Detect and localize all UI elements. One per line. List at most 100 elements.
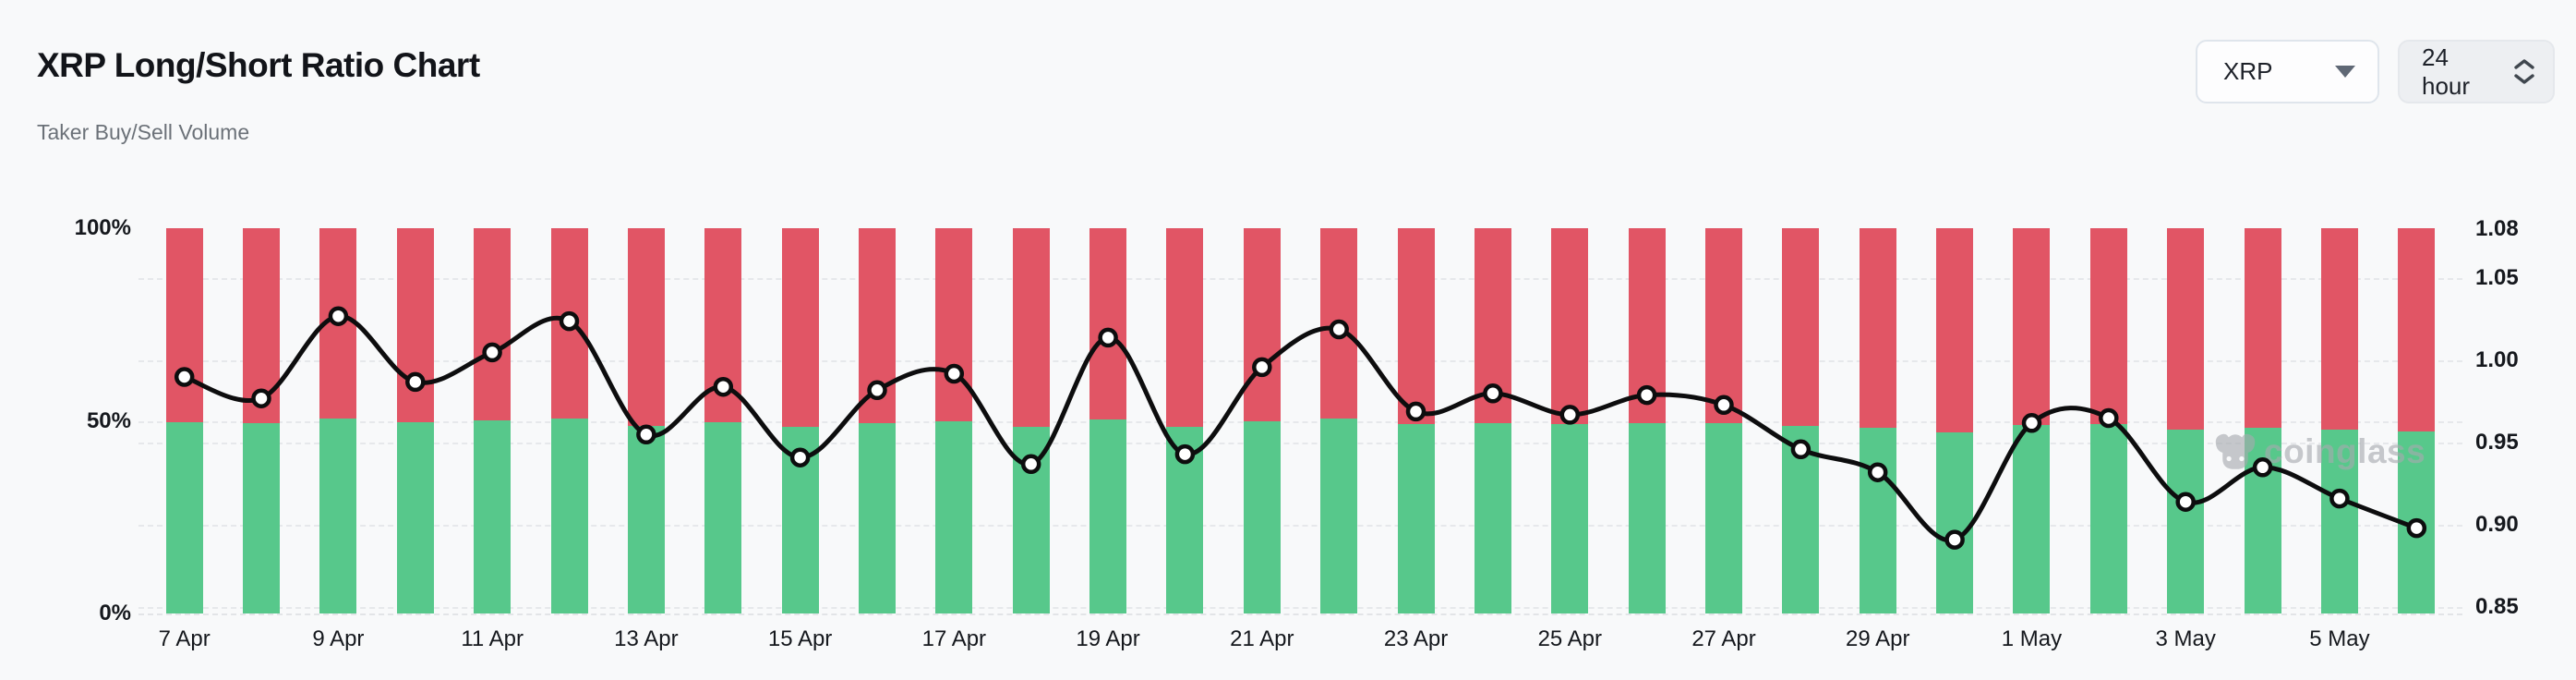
- interval-select[interactable]: 24 hour: [2398, 40, 2555, 103]
- x-axis-tick: 1 May: [2001, 626, 2063, 651]
- short-sell-segment: [1936, 228, 1974, 432]
- volume-bar-23-apr[interactable]: [1397, 228, 1435, 613]
- short-sell-segment: [1243, 228, 1281, 421]
- volume-bar-2-may[interactable]: [2089, 228, 2127, 613]
- volume-bar-17-apr[interactable]: [935, 228, 973, 613]
- x-axis-tick: 7 Apr: [158, 626, 211, 651]
- interval-select-value: 24 hour: [2422, 42, 2471, 100]
- long-buy-segment: [1936, 431, 1974, 613]
- x-axis-tick: 25 Apr: [1537, 626, 1602, 651]
- ratio-point-20-apr[interactable]: [1174, 443, 1196, 465]
- volume-bar-26-apr[interactable]: [1628, 228, 1666, 613]
- volume-bar-21-apr[interactable]: [1243, 228, 1281, 613]
- long-buy-segment: [1320, 419, 1358, 613]
- x-axis-tick: 27 Apr: [1691, 626, 1756, 651]
- short-sell-segment: [165, 228, 203, 422]
- volume-bar-13-apr[interactable]: [627, 228, 665, 613]
- ratio-point-17-apr[interactable]: [944, 363, 965, 384]
- long-buy-segment: [1859, 428, 1896, 613]
- long-buy-segment: [165, 421, 203, 613]
- long-buy-segment: [474, 420, 512, 613]
- short-sell-segment: [627, 228, 665, 426]
- ratio-point-19-apr[interactable]: [1098, 327, 1118, 348]
- short-sell-segment: [1397, 228, 1435, 424]
- ratio-point-4-may[interactable]: [2252, 457, 2273, 478]
- ratio-point-1-may[interactable]: [2021, 413, 2042, 433]
- x-axis-tick: 15 Apr: [767, 626, 833, 651]
- long-buy-segment: [2320, 429, 2358, 613]
- ratio-point-15-apr[interactable]: [789, 447, 811, 468]
- short-sell-segment: [2089, 228, 2127, 425]
- left-axis-tick: 100%: [74, 215, 131, 240]
- ratio-point-3-may[interactable]: [2175, 492, 2196, 512]
- volume-bar-24-apr[interactable]: [1474, 228, 1511, 613]
- ratio-point-2-may[interactable]: [2099, 407, 2119, 429]
- short-sell-segment: [1551, 228, 1589, 424]
- ratio-point-6-may[interactable]: [2406, 517, 2427, 539]
- ratio-point-21-apr[interactable]: [1252, 357, 1272, 378]
- volume-bar-27-apr[interactable]: [1705, 228, 1743, 613]
- right-axis-tick: 0.85: [2475, 594, 2519, 619]
- x-axis-tick: 19 Apr: [1076, 626, 1140, 651]
- ratio-point-5-may[interactable]: [2329, 488, 2350, 509]
- ratio-point-9-apr[interactable]: [328, 306, 349, 326]
- long-buy-segment: [858, 422, 896, 613]
- gridline: [138, 443, 2462, 445]
- ratio-point-18-apr[interactable]: [1020, 454, 1041, 475]
- long-buy-segment: [319, 418, 357, 613]
- chart-plot-area: [138, 228, 2462, 615]
- long-buy-segment: [2089, 424, 2127, 613]
- long-buy-segment: [1551, 423, 1589, 613]
- volume-bar-28-apr[interactable]: [1782, 228, 1820, 613]
- long-buy-segment: [243, 423, 281, 613]
- ratio-point-14-apr[interactable]: [713, 376, 734, 397]
- short-sell-segment: [1782, 228, 1820, 427]
- right-axis-tick: 1.05: [2475, 265, 2519, 291]
- ratio-point-25-apr[interactable]: [1559, 405, 1581, 425]
- ratio-point-11-apr[interactable]: [482, 342, 502, 363]
- ratio-point-12-apr[interactable]: [559, 310, 580, 332]
- volume-bar-19-apr[interactable]: [1089, 228, 1127, 613]
- volume-bar-30-apr[interactable]: [1936, 228, 1974, 613]
- volume-bar-16-apr[interactable]: [858, 228, 896, 613]
- short-sell-segment: [781, 228, 819, 427]
- ratio-line-layer: [174, 306, 2427, 550]
- left-axis-tick: 0%: [99, 601, 131, 625]
- ratio-point-22-apr[interactable]: [1329, 319, 1349, 340]
- symbol-select-value: XRP: [2223, 57, 2273, 85]
- symbol-select[interactable]: XRP: [2196, 40, 2379, 103]
- short-sell-segment: [1089, 228, 1127, 420]
- ratio-point-26-apr[interactable]: [1636, 384, 1657, 406]
- ratio-point-30-apr[interactable]: [1944, 529, 1965, 550]
- right-axis-tick: 0.90: [2475, 512, 2519, 538]
- ratio-point-16-apr[interactable]: [867, 380, 887, 401]
- volume-bar-11-apr[interactable]: [474, 228, 512, 613]
- right-axis-tick: 1.08: [2475, 216, 2519, 241]
- volume-bar-7-apr[interactable]: [165, 228, 203, 613]
- long-buy-segment: [935, 421, 973, 613]
- ratio-point-8-apr[interactable]: [251, 388, 271, 408]
- ratio-point-29-apr[interactable]: [1867, 462, 1888, 482]
- left-axis-tick: 50%: [86, 407, 131, 433]
- long-buy-segment: [1243, 420, 1281, 613]
- x-axis-tick: 9 Apr: [312, 626, 365, 651]
- x-axis-tick: 13 Apr: [614, 626, 679, 651]
- short-sell-segment: [2398, 228, 2436, 431]
- ratio-point-13-apr[interactable]: [636, 424, 656, 445]
- ratio-point-24-apr[interactable]: [1483, 383, 1503, 404]
- volume-bar-29-apr[interactable]: [1859, 228, 1896, 613]
- volume-bar-25-apr[interactable]: [1551, 228, 1589, 613]
- long-buy-segment: [1474, 422, 1511, 613]
- volume-bar-5-may[interactable]: [2320, 228, 2358, 613]
- volume-bar-3-may[interactable]: [2167, 228, 2205, 613]
- x-axis-tick: 21 Apr: [1230, 626, 1294, 651]
- ratio-point-23-apr[interactable]: [1405, 401, 1426, 422]
- ratio-point-27-apr[interactable]: [1714, 395, 1734, 416]
- ratio-point-10-apr[interactable]: [405, 371, 426, 393]
- volume-bar-1-may[interactable]: [2013, 228, 2051, 613]
- ratio-point-28-apr[interactable]: [1790, 439, 1812, 460]
- gridline: [138, 420, 2462, 423]
- ratio-point-7-apr[interactable]: [174, 367, 195, 387]
- right-axis-tick: 0.95: [2475, 430, 2519, 455]
